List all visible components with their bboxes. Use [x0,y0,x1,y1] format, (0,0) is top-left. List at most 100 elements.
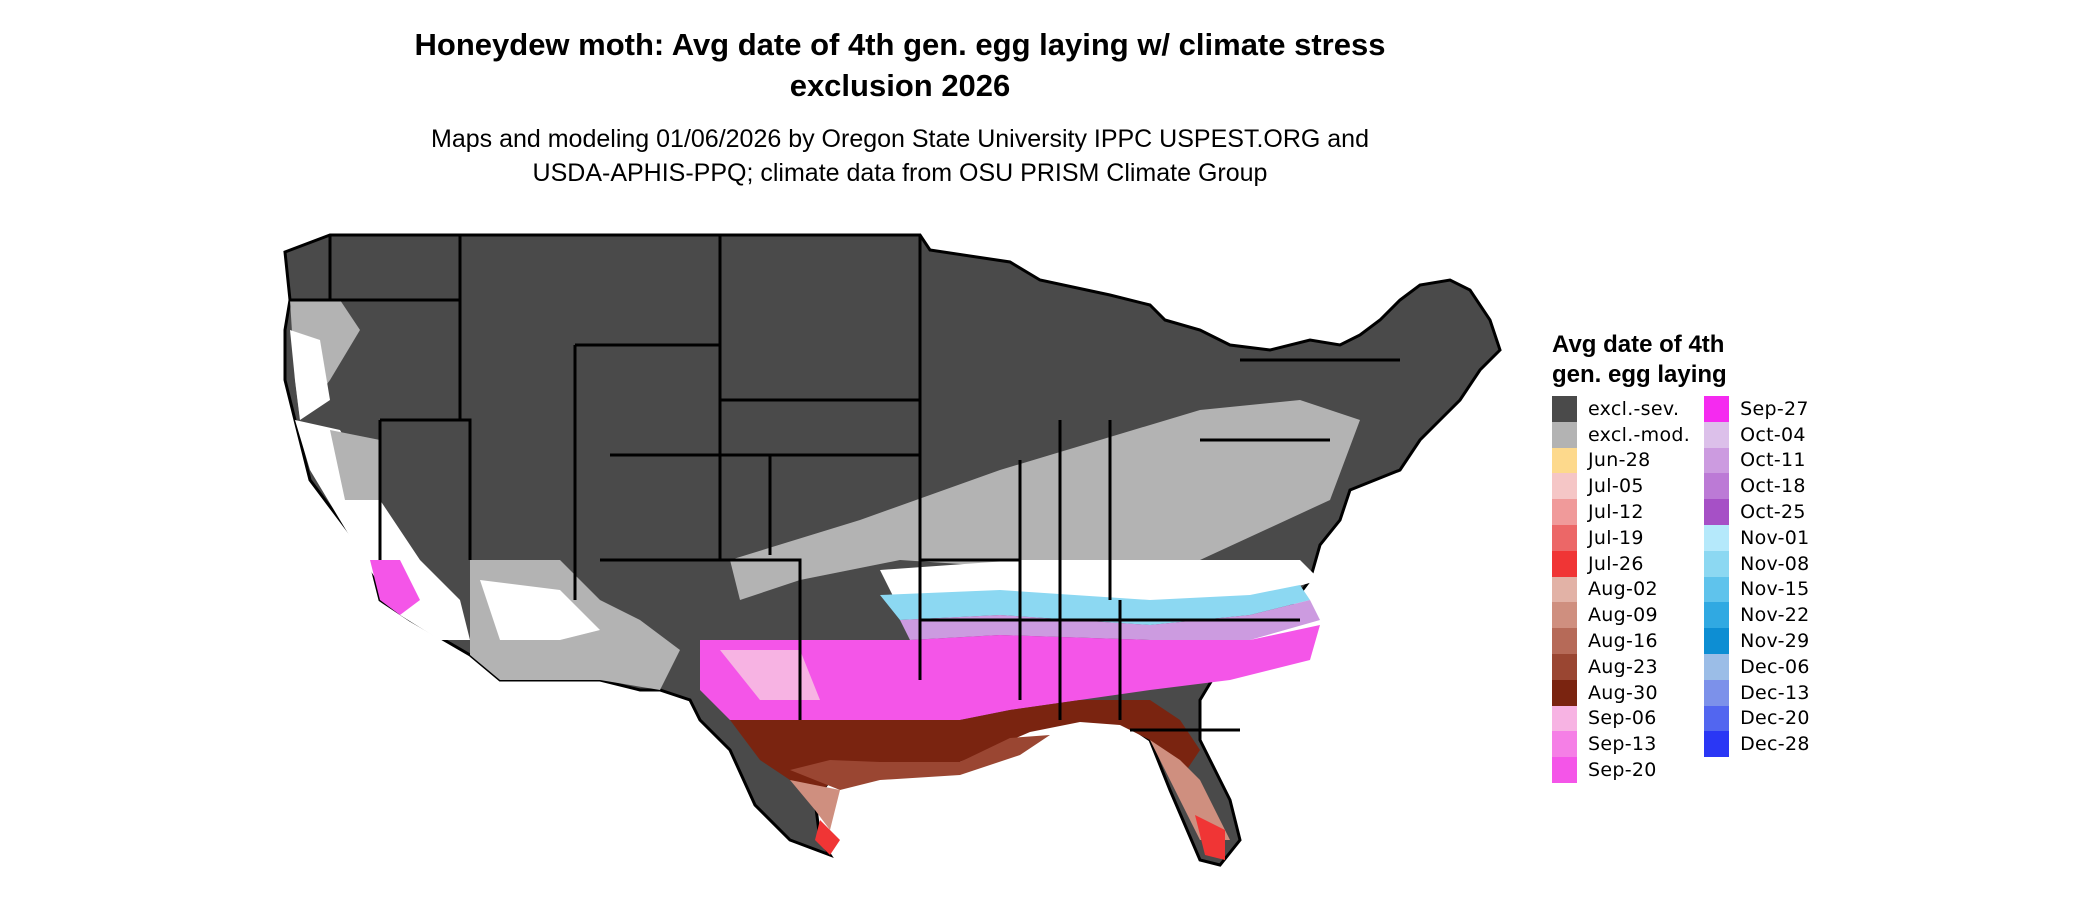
legend-swatch [1704,447,1730,474]
legend-item: Jul-26 [1552,550,1690,577]
legend-item: Aug-30 [1552,679,1690,706]
legend-item: Sep-13 [1552,731,1690,758]
legend-swatch [1552,576,1577,603]
legend-item: Dec-28 [1704,731,1810,758]
legend-label: Sep-06 [1588,707,1657,730]
legend-label: Oct-25 [1740,501,1806,524]
legend-label: Oct-04 [1740,423,1806,446]
legend-title-line1: Avg date of 4th [1552,331,1725,358]
map-subtitle: Maps and modeling 01/06/2026 by Oregon S… [300,122,1500,190]
legend-swatch [1552,679,1577,706]
legend-swatch [1704,628,1730,654]
legend-swatch [1552,396,1577,422]
legend-title-line2: gen. egg laying [1552,361,1727,388]
legend-swatch [1552,473,1577,500]
legend-swatch [1552,447,1577,474]
legend-label: Dec-28 [1740,733,1810,756]
legend-item: Aug-16 [1552,628,1690,654]
legend-swatch [1704,576,1730,603]
legend-swatch [1552,602,1577,629]
legend-item: Aug-09 [1552,602,1690,629]
legend-label: Aug-16 [1588,630,1658,653]
region-california-pink [370,560,420,615]
legend-item: Oct-11 [1704,447,1810,474]
state-boundaries [290,235,1400,732]
legend-item: Nov-29 [1704,628,1810,654]
region-sep-light [720,650,820,700]
legend-swatch [1704,653,1730,680]
region-nov-fringe [880,585,1310,625]
legend-swatch [1552,731,1577,758]
region-florida-tip [1195,815,1225,860]
legend-label: Jun-28 [1588,449,1651,472]
legend-item: Oct-04 [1704,421,1810,448]
legend-item: Sep-20 [1552,757,1690,783]
legend-column-2: Sep-27 Oct-04 Oct-11 Oct-18 Oct-25 Nov-01 Nov-… [1704,396,1810,783]
legend-swatch [1552,499,1577,525]
legend-label: excl.-sev. [1588,397,1680,420]
legend-item: Dec-13 [1704,679,1810,706]
legend-label: Jul-19 [1588,526,1644,549]
legend-swatch [1552,421,1577,448]
map-subtitle-line2: USDA-APHIS-PPQ; climate data from OSU PR… [532,159,1268,187]
region-california-grey [330,430,380,500]
legend-label: Dec-06 [1740,655,1810,678]
legend: Avg date of 4th gen. egg laying excl.-se… [1552,330,1810,783]
legend-item: Nov-01 [1704,524,1810,551]
legend-column-1: excl.-sev. excl.-mod. Jun-28 Jul-05 Jul-12 Ju… [1552,396,1690,783]
legend-swatch [1552,550,1577,577]
legend-label: Dec-13 [1740,681,1810,704]
legend-swatch [1704,550,1730,577]
legend-item: excl.-mod. [1552,421,1691,448]
legend-item: Jul-12 [1552,499,1690,525]
legend-item: Nov-22 [1704,602,1810,629]
legend-swatch [1704,396,1730,422]
region-central-grey [730,400,1360,600]
legend-label: Aug-23 [1588,655,1658,678]
legend-item: Jun-28 [1552,447,1690,474]
map-title-line2: exclusion 2026 [789,68,1011,103]
legend-label: Sep-20 [1588,759,1657,782]
legend-item: Nov-15 [1704,576,1810,603]
region-sep-band [700,625,1320,720]
legend-swatch [1552,628,1577,654]
region-west-coast-white [290,330,330,420]
region-oct-fringe [900,600,1320,640]
legend-columns: excl.-sev. excl.-mod. Jun-28 Jul-05 Jul-12 Ju… [1552,396,1810,783]
region-southwest-white [480,580,600,640]
legend-swatch [1704,731,1730,758]
legend-item: excl.-sev. [1552,396,1690,422]
legend-item: Oct-25 [1704,499,1810,525]
legend-label: Nov-22 [1740,604,1810,627]
legend-label: Jul-05 [1588,475,1644,498]
legend-label: Nov-15 [1740,578,1810,601]
legend-label: Oct-11 [1740,449,1806,472]
legend-swatch [1552,524,1577,551]
legend-label: Aug-30 [1588,681,1658,704]
region-florida [1150,740,1230,840]
legend-swatch [1704,705,1730,732]
legend-label: Sep-27 [1740,397,1809,420]
legend-swatch [1704,602,1730,629]
legend-item: Dec-06 [1704,653,1810,680]
legend-swatch [1552,757,1577,783]
legend-swatch [1704,679,1730,706]
region-aug-band-light [790,735,1050,790]
legend-label: Nov-08 [1740,552,1810,575]
legend-label: excl.-mod. [1588,423,1691,446]
legend-item: Jul-05 [1552,473,1690,500]
region-texas-coast [790,780,840,830]
legend-item: Oct-18 [1704,473,1810,500]
legend-label: Dec-20 [1740,707,1810,730]
us-map-svg [283,233,1502,867]
legend-label: Nov-29 [1740,630,1810,653]
legend-title: Avg date of 4th gen. egg laying [1552,330,1810,390]
legend-label: Aug-09 [1588,604,1658,627]
legend-label: Jul-26 [1588,552,1644,575]
region-california-white [295,420,470,640]
legend-item: Aug-02 [1552,576,1690,603]
legend-swatch [1552,705,1577,732]
legend-item: Jul-19 [1552,524,1690,551]
legend-label: Nov-01 [1740,526,1810,549]
legend-swatch [1552,653,1577,680]
